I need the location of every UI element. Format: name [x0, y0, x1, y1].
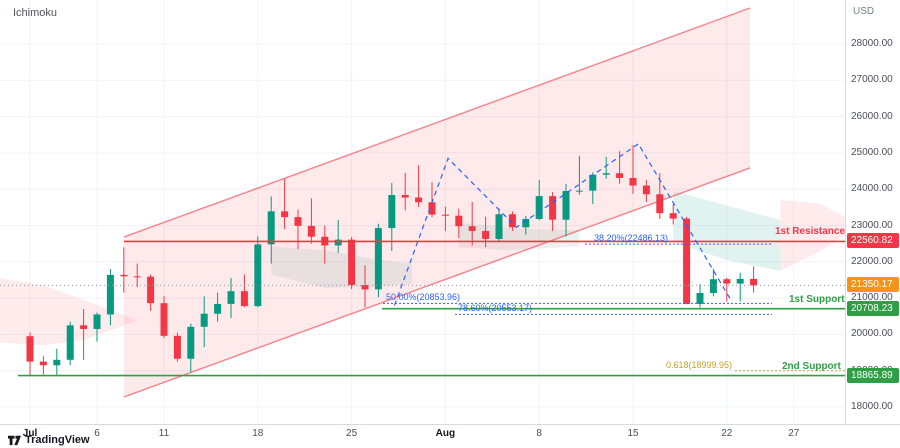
price-tick-label: 22000.00	[851, 255, 893, 267]
price-tick-label: 26000.00	[851, 110, 893, 122]
last-price-badge: 21350.17	[847, 277, 899, 293]
currency-unit-label: USD	[853, 6, 875, 17]
candle	[562, 183, 570, 237]
candle	[522, 216, 530, 235]
price-tick-label: 27000.00	[851, 74, 893, 86]
price-tick-label: 25000.00	[851, 146, 893, 158]
time-axis[interactable]: Jul 6 11 18 25 Aug 8 15 22 27	[0, 424, 900, 448]
price-tick-label: 28000.00	[851, 38, 893, 49]
candle	[254, 236, 262, 308]
candle	[53, 348, 61, 376]
candle	[602, 156, 610, 179]
time-tick-label: 18	[252, 428, 264, 439]
candle	[549, 192, 557, 231]
candle	[240, 274, 248, 308]
time-tick-label: Aug	[435, 428, 456, 439]
price-tick-label: 24000.00	[851, 183, 893, 195]
candle	[736, 272, 744, 302]
support-2-price-badge: 18865.89	[847, 367, 899, 383]
time-tick-label: 6	[94, 428, 100, 439]
candle	[629, 145, 637, 194]
candle	[348, 237, 356, 290]
candle	[669, 204, 677, 225]
price-tick-label: 18000.00	[851, 401, 893, 412]
candle	[106, 269, 114, 326]
ichimoku-cloud	[0, 191, 845, 346]
candle	[334, 220, 342, 253]
candle	[508, 211, 516, 231]
candle	[455, 208, 463, 239]
candle	[361, 265, 369, 308]
candle	[133, 263, 141, 288]
price-axis[interactable]: 28000.00 27000.00 26000.00 25000.00 24000.00…	[845, 0, 900, 424]
candle	[39, 356, 47, 375]
candle	[709, 268, 717, 297]
resistance-1-price-badge: 22560.82	[847, 233, 899, 249]
candle	[93, 312, 101, 342]
candle	[388, 183, 396, 251]
candle	[66, 321, 74, 366]
price-tick-label: 21000.00	[851, 292, 893, 304]
candle	[147, 274, 155, 311]
time-tick-label: 11	[158, 428, 170, 439]
candles-series[interactable]	[26, 145, 758, 377]
candle	[535, 180, 543, 221]
candle	[294, 209, 302, 250]
tradingview-logo-icon	[8, 435, 21, 446]
candle	[200, 296, 208, 348]
price-tick-label: 20000.00	[851, 328, 893, 340]
tradingview-logo-text: TradingView	[25, 433, 90, 446]
time-tick-label: 15	[627, 428, 639, 439]
candle	[227, 278, 235, 319]
candle	[80, 308, 88, 360]
channel-fill	[124, 7, 750, 397]
candle	[589, 172, 597, 205]
candle	[428, 182, 436, 218]
candle	[468, 201, 476, 246]
candle	[723, 277, 731, 302]
candle	[642, 180, 650, 202]
price-tick-label: 23000.00	[851, 219, 893, 231]
candle	[495, 208, 503, 241]
candle	[173, 332, 181, 362]
candle	[187, 323, 195, 373]
candle	[26, 332, 34, 377]
candle	[214, 292, 222, 322]
indicator-label[interactable]: Ichimoku	[13, 7, 58, 19]
price-projection-path[interactable]	[393, 142, 732, 306]
time-tick-label: 8	[536, 428, 542, 439]
tradingview-logo[interactable]: TradingView	[8, 433, 90, 446]
candle	[401, 172, 409, 211]
support-1-price-badge: 20708.23	[847, 300, 899, 316]
time-tick-label: 25	[346, 428, 358, 439]
candle	[683, 216, 691, 305]
candle	[441, 206, 449, 231]
candle	[374, 223, 382, 298]
candle	[415, 165, 423, 207]
ascending-channel[interactable]	[123, 7, 751, 398]
channel-lower-line[interactable]	[123, 167, 751, 398]
candle	[696, 284, 704, 308]
channel-upper-line[interactable]	[123, 7, 751, 238]
candle	[307, 198, 315, 244]
time-tick-label: 22	[721, 428, 733, 439]
candle	[750, 266, 758, 293]
candle	[160, 296, 168, 339]
candle	[281, 179, 289, 230]
time-tick-label: Jul	[22, 428, 38, 439]
time-tick-label: 27	[788, 428, 800, 439]
candle	[120, 247, 128, 293]
candle	[575, 155, 583, 195]
candle	[267, 196, 275, 264]
